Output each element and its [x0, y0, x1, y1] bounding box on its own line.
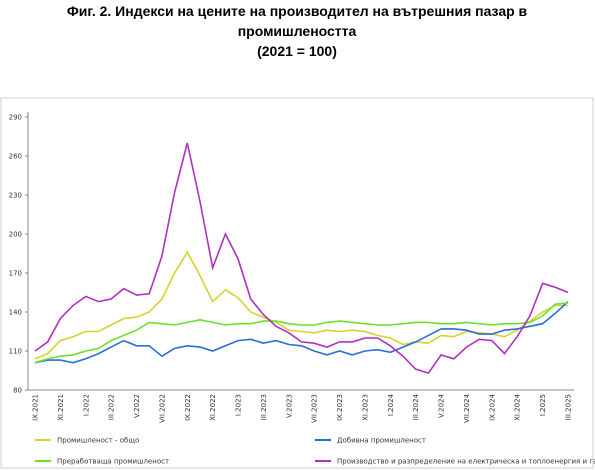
x-tick-label: XI.2024	[514, 393, 522, 420]
legend-label: Добивна промишленост	[337, 437, 426, 445]
y-tick-label: 230	[9, 192, 22, 200]
y-tick-label: 170	[9, 270, 22, 278]
chart-frame	[0, 97, 594, 469]
chart-title: (2021 = 100)	[257, 43, 337, 59]
legend-label: Промишленост - общо	[57, 437, 139, 445]
x-tick-label: IX.2024	[488, 393, 496, 420]
chart-title: промишлеността	[238, 23, 357, 39]
x-tick-label: V.2022	[133, 394, 141, 418]
x-tick-label: III.2025	[565, 394, 573, 420]
series-line	[34, 301, 569, 364]
x-tick-label: XI.2022	[209, 394, 217, 421]
x-tick-label: IX.2023	[336, 394, 344, 421]
x-tick-label: V.2024	[438, 393, 446, 417]
x-tick-label: IX.2021	[32, 394, 40, 421]
legend-label: Производство и разпределение на електрич…	[337, 458, 595, 466]
y-tick-label: 260	[9, 153, 22, 161]
x-tick-label: I.2022	[82, 394, 90, 416]
y-tick-label: 200	[9, 231, 22, 239]
y-tick-label: 290	[9, 114, 22, 122]
x-tick-label: XI.2021	[57, 394, 65, 421]
x-tick-label: VII.2022	[158, 394, 166, 423]
x-tick-label: V.2023	[285, 394, 293, 418]
x-tick-label: III.2023	[260, 394, 268, 420]
x-tick-label: I.2023	[235, 394, 243, 416]
x-tick-label: III.2022	[108, 394, 116, 420]
y-tick-label: 140	[9, 309, 22, 317]
series-line	[34, 302, 569, 364]
x-tick-label: I.2024	[387, 393, 395, 416]
x-tick-label: III.2024	[412, 393, 420, 420]
y-tick-label: 80	[13, 387, 22, 395]
series-line	[34, 142, 569, 375]
x-tick-label: I.2025	[539, 394, 547, 416]
legend-label: Преработваща промишленост	[57, 458, 169, 466]
series-line	[34, 250, 568, 360]
x-tick-label: VII.2024	[463, 393, 471, 423]
x-tick-label: XI.2023	[361, 394, 369, 421]
y-tick-label: 110	[9, 348, 22, 356]
chart-title: Фиг. 2. Индекси на цените на производите…	[67, 3, 528, 19]
x-tick-label: IX.2022	[184, 394, 192, 421]
x-tick-label: VII.2023	[311, 394, 319, 423]
